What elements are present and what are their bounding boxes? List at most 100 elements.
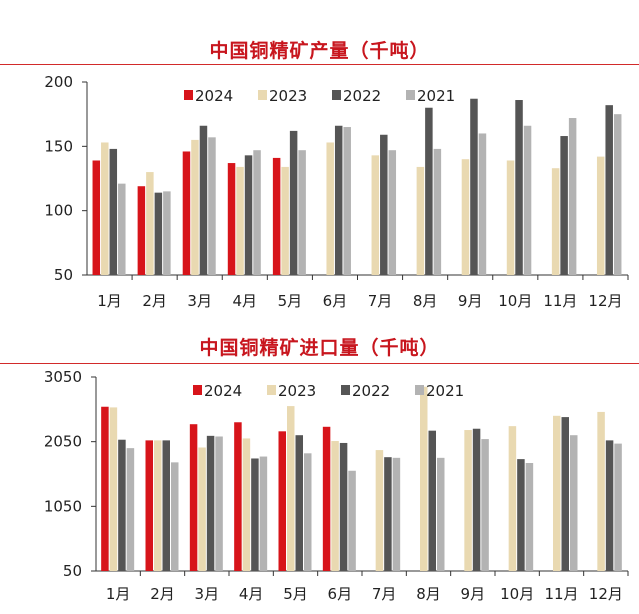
- bar-2024: [272, 157, 281, 275]
- bar-2023: [146, 172, 154, 275]
- bar-2022: [560, 136, 568, 275]
- bar-2021: [163, 191, 171, 275]
- bar-2023: [371, 155, 380, 275]
- x-tick-label: 11月: [543, 292, 577, 310]
- bar-2021: [348, 470, 356, 571]
- y-tick-label: 1050: [44, 497, 82, 515]
- legend-label-2023: 2023: [278, 382, 316, 400]
- legend-label-2022: 2022: [352, 382, 390, 400]
- legend-swatch-2024: [184, 90, 193, 100]
- x-tick-label: 2月: [142, 292, 167, 310]
- y-tick-label: 3050: [44, 368, 82, 386]
- y-tick-label: 100: [44, 202, 73, 220]
- bar-2023: [553, 415, 561, 571]
- bar-2022: [605, 105, 613, 275]
- bar-2021: [525, 463, 534, 571]
- bar-2022: [384, 457, 392, 571]
- bar-2021: [392, 457, 401, 571]
- y-tick-label: 200: [44, 73, 73, 91]
- x-tick-label: 1月: [97, 292, 122, 310]
- title-divider: [0, 363, 639, 364]
- bar-2021: [481, 439, 489, 571]
- bar-2022: [206, 435, 215, 571]
- bar-2023: [109, 407, 118, 571]
- bar-2023: [596, 156, 605, 275]
- bar-2021: [523, 125, 532, 275]
- bar-2022: [425, 107, 433, 275]
- bar-2024: [137, 186, 146, 275]
- legend-swatch-2023: [258, 90, 267, 100]
- bar-2023: [375, 450, 384, 571]
- bar-2023: [461, 159, 470, 275]
- x-tick-label: 5月: [283, 585, 308, 603]
- bar-2022: [199, 125, 208, 275]
- bar-2021: [304, 453, 312, 571]
- bar-2023: [101, 142, 109, 275]
- bar-2022: [162, 440, 170, 571]
- bar-2022: [517, 459, 525, 571]
- bar-2022: [118, 439, 126, 571]
- x-tick-label: 11月: [544, 585, 578, 603]
- x-tick-label: 1月: [106, 585, 131, 603]
- x-tick-label: 8月: [413, 292, 438, 310]
- bar-2022: [339, 442, 348, 571]
- bar-2023: [551, 168, 560, 275]
- bar-2023: [154, 440, 162, 571]
- bar-2023: [326, 142, 334, 275]
- y-tick-label: 50: [63, 562, 82, 580]
- bar-2022: [295, 435, 303, 571]
- x-tick-label: 3月: [195, 585, 220, 603]
- x-tick-label: 12月: [589, 585, 623, 603]
- bar-2024: [189, 424, 198, 571]
- bar-2023: [287, 406, 295, 571]
- legend-label-2023: 2023: [269, 87, 307, 105]
- bar-2023: [597, 411, 605, 571]
- legend-swatch-2022: [332, 90, 341, 100]
- title-divider: [0, 64, 639, 65]
- bar-2021: [343, 127, 351, 276]
- y-tick-label: 2050: [44, 433, 82, 451]
- bar-2023: [281, 166, 289, 275]
- bar-2023: [506, 160, 515, 275]
- x-tick-label: 2月: [150, 585, 175, 603]
- bar-2022: [605, 440, 614, 571]
- x-tick-label: 10月: [498, 292, 532, 310]
- x-tick-label: 6月: [323, 292, 348, 310]
- bar-2023: [464, 430, 472, 571]
- bar-2021: [437, 457, 445, 571]
- legend-label-2024: 2024: [195, 87, 233, 105]
- bar-2022: [334, 125, 343, 275]
- legend-swatch-2024: [193, 385, 202, 395]
- legend-label-2022: 2022: [343, 87, 381, 105]
- bar-2021: [570, 435, 578, 571]
- bar-2021: [613, 114, 622, 275]
- bar-2021: [478, 133, 487, 275]
- bar-2024: [278, 431, 286, 571]
- bar-2021: [126, 448, 135, 571]
- x-tick-label: 10月: [500, 585, 534, 603]
- legend-swatch-2022: [341, 385, 350, 395]
- bar-2024: [92, 160, 101, 275]
- bar-2023: [198, 447, 206, 571]
- legend-swatch-2021: [406, 90, 415, 100]
- bar-2022: [515, 100, 523, 275]
- bar-2021: [568, 118, 577, 275]
- bar-2024: [101, 406, 109, 571]
- bar-2021: [298, 150, 306, 275]
- x-tick-label: 9月: [461, 585, 486, 603]
- bar-2024: [182, 151, 191, 275]
- bar-2021: [118, 183, 126, 275]
- x-tick-label: 5月: [278, 292, 303, 310]
- bar-2023: [508, 426, 517, 571]
- imports-chart: 50 1050 2050 3050 1月 2月 3月 4月 5月 6月 7月 8月 9月 10月 11月 12…: [44, 368, 629, 603]
- x-tick-label: 4月: [233, 292, 258, 310]
- legend-swatch-2023: [267, 385, 276, 395]
- bar-2021: [171, 462, 179, 571]
- bar-2022: [380, 134, 388, 275]
- bar-2023: [420, 386, 428, 571]
- x-tick-label: 9月: [458, 292, 483, 310]
- bar-2022: [472, 428, 481, 571]
- bar-2022: [428, 430, 436, 571]
- legend-label-2021: 2021: [426, 382, 464, 400]
- bar-2022: [251, 458, 259, 571]
